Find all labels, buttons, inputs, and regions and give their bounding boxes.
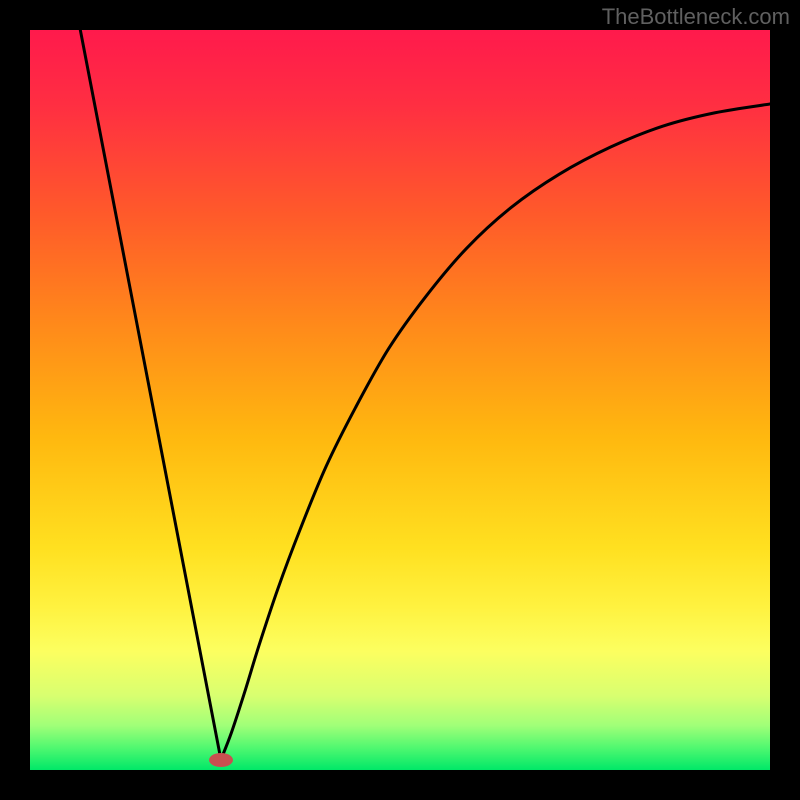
chart-container: TheBottleneck.com: [0, 0, 800, 800]
watermark-text: TheBottleneck.com: [602, 4, 790, 30]
curve-right-segment: [221, 104, 770, 760]
curve-left-segment: [80, 30, 221, 760]
optimum-marker: [209, 753, 233, 767]
plot-area: [30, 30, 770, 770]
bottleneck-curve: [30, 30, 770, 770]
